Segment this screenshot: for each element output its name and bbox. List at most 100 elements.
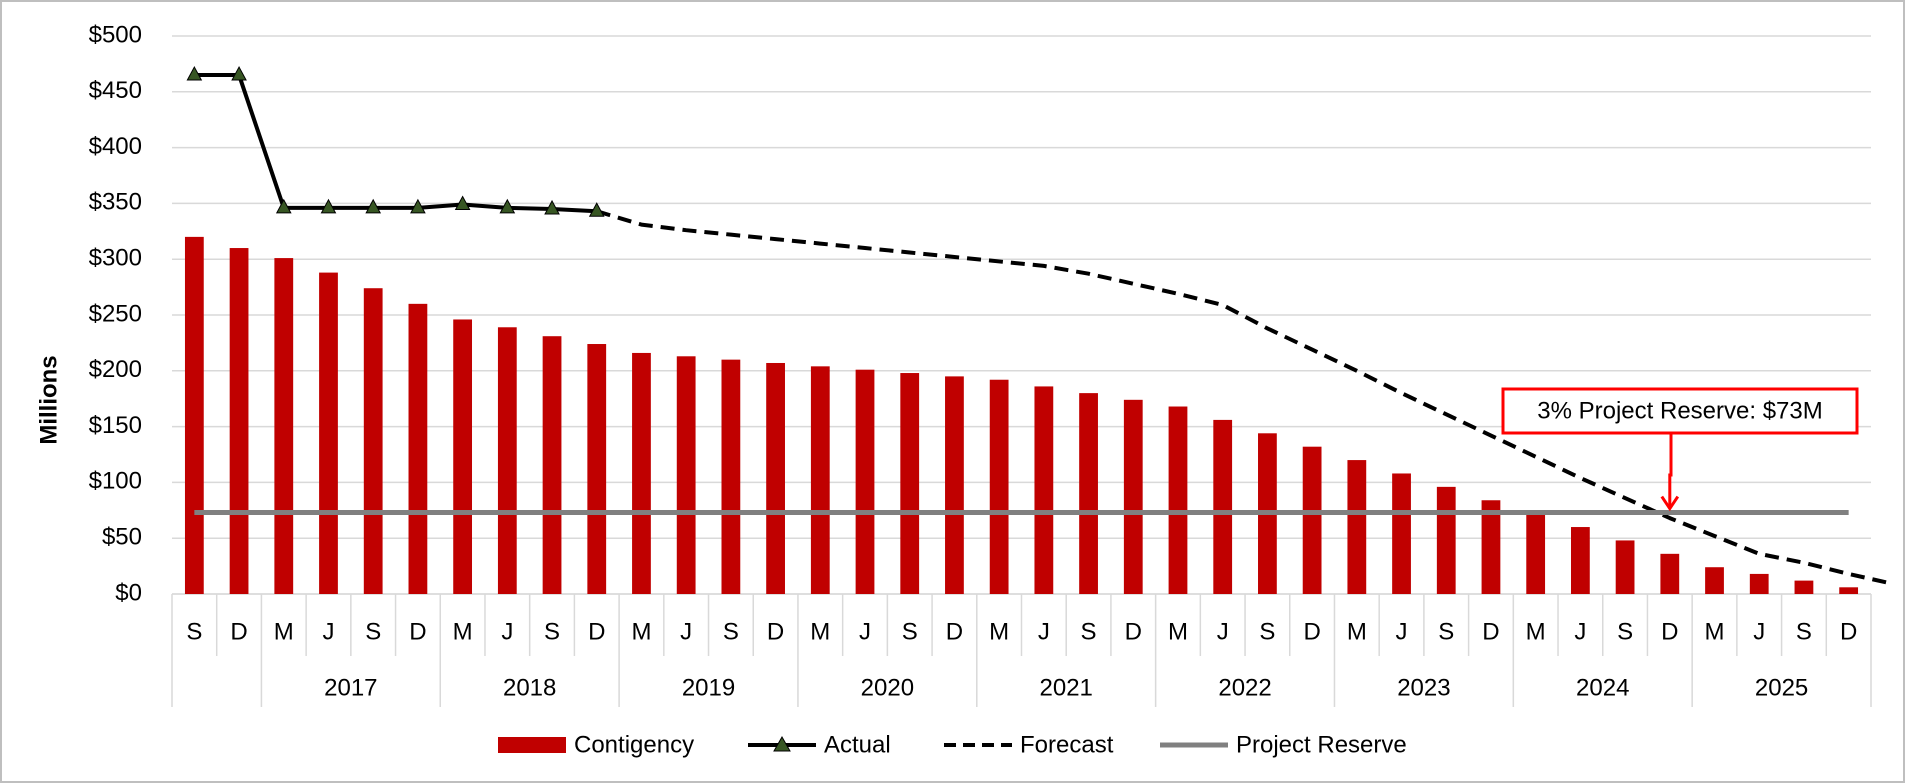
legend-swatch xyxy=(498,737,566,753)
y-tick-label: $250 xyxy=(89,300,142,327)
legend-label: Project Reserve xyxy=(1236,731,1407,758)
marker xyxy=(454,195,471,211)
legend-marker xyxy=(773,735,791,752)
x-tick-label: D xyxy=(588,618,605,645)
x-tick-label: J xyxy=(1038,618,1050,645)
x-group-label: 2019 xyxy=(682,674,735,701)
bar xyxy=(632,352,651,594)
x-tick-label: J xyxy=(1574,618,1586,645)
annotation: 3% Project Reserve: $73M xyxy=(1537,397,1822,424)
x-group-label: 2017 xyxy=(324,674,377,701)
bar xyxy=(1705,567,1724,594)
x-group-label: 2024 xyxy=(1576,674,1629,701)
x-group-label: 2021 xyxy=(1040,674,1093,701)
bar xyxy=(408,303,428,594)
bar xyxy=(1481,500,1501,594)
bar xyxy=(1123,399,1143,594)
bar xyxy=(453,319,473,594)
x-tick-label: J xyxy=(501,618,513,645)
bar xyxy=(1034,386,1054,594)
x-tick-label: J xyxy=(859,618,871,645)
bar xyxy=(274,258,294,594)
x-tick-label: M xyxy=(1526,618,1546,645)
bar xyxy=(1615,540,1635,594)
y-tick-label: $200 xyxy=(89,356,142,383)
x-tick-label: D xyxy=(230,618,247,645)
marker xyxy=(231,66,247,81)
bar xyxy=(497,327,517,594)
x-tick-label: D xyxy=(1303,618,1320,645)
x-group-label: 2022 xyxy=(1218,674,1271,701)
y-tick-label: $400 xyxy=(89,133,142,160)
x-tick-label: D xyxy=(1840,618,1857,645)
bar xyxy=(676,356,696,594)
bar xyxy=(1168,406,1188,594)
x-tick-label: D xyxy=(1661,618,1678,645)
bar xyxy=(184,236,204,594)
annotation-arrowhead xyxy=(1660,495,1680,512)
bar xyxy=(1347,460,1367,594)
x-group-label: 2018 xyxy=(503,674,556,701)
bar xyxy=(363,288,383,594)
x-tick-label: D xyxy=(409,618,426,645)
x-tick-label: D xyxy=(946,618,963,645)
marker xyxy=(275,198,292,214)
bar xyxy=(1213,419,1233,594)
x-tick-label: S xyxy=(902,618,918,645)
x-tick-label: S xyxy=(1438,618,1454,645)
legend-label: Contigency xyxy=(574,731,694,758)
bar xyxy=(587,344,607,594)
bar xyxy=(989,379,1009,594)
bar xyxy=(229,248,249,595)
marker xyxy=(186,66,203,81)
x-tick-label: S xyxy=(1796,618,1812,645)
legend-label: Forecast xyxy=(1020,731,1114,758)
y-axis-label: Millions xyxy=(35,355,62,444)
x-tick-label: M xyxy=(274,618,294,645)
marker xyxy=(320,198,337,214)
bar xyxy=(1079,393,1098,594)
legend: Contigency Actual Forecast Project Reser… xyxy=(498,731,1407,758)
y-tick-label: $450 xyxy=(89,77,142,104)
x-tick-label: J xyxy=(1217,618,1229,645)
x-tick-label: M xyxy=(1168,618,1188,645)
x-tick-label: S xyxy=(1081,618,1097,645)
x-tick-label: J xyxy=(1753,618,1765,645)
bar xyxy=(900,373,920,594)
x-group-label: 2025 xyxy=(1755,674,1808,701)
y-tick-label: $500 xyxy=(89,21,142,48)
x-tick-label: S xyxy=(544,618,560,645)
annotation-arrow xyxy=(1668,433,1673,507)
x-tick-label: D xyxy=(767,618,784,645)
x-tick-label: J xyxy=(680,618,692,645)
annotation-box xyxy=(1501,387,1859,435)
y-tick-label: $300 xyxy=(89,245,142,272)
x-tick-label: S xyxy=(186,618,202,645)
x-tick-label: M xyxy=(810,618,830,645)
x-tick-label: D xyxy=(1482,618,1499,645)
x-group-label: 2023 xyxy=(1397,674,1450,701)
x-tick-label: M xyxy=(1347,618,1367,645)
bar xyxy=(721,359,741,594)
bar xyxy=(1660,553,1680,594)
bar xyxy=(1749,573,1769,594)
bar xyxy=(766,362,785,594)
bar xyxy=(1392,473,1411,594)
bar xyxy=(542,336,562,594)
y-tick-label: $50 xyxy=(102,524,142,551)
marker xyxy=(499,198,516,214)
x-tick-label: D xyxy=(1125,618,1142,645)
bar xyxy=(1794,580,1814,594)
x-tick-label: S xyxy=(365,618,381,645)
bar xyxy=(1436,486,1456,594)
x-tick-label: M xyxy=(453,618,473,645)
bar xyxy=(945,376,964,594)
legend-label: Actual xyxy=(824,731,891,758)
bar xyxy=(1839,587,1859,594)
bar xyxy=(810,366,830,594)
x-tick-label: S xyxy=(723,618,739,645)
marker xyxy=(544,199,560,215)
bar xyxy=(855,369,875,594)
